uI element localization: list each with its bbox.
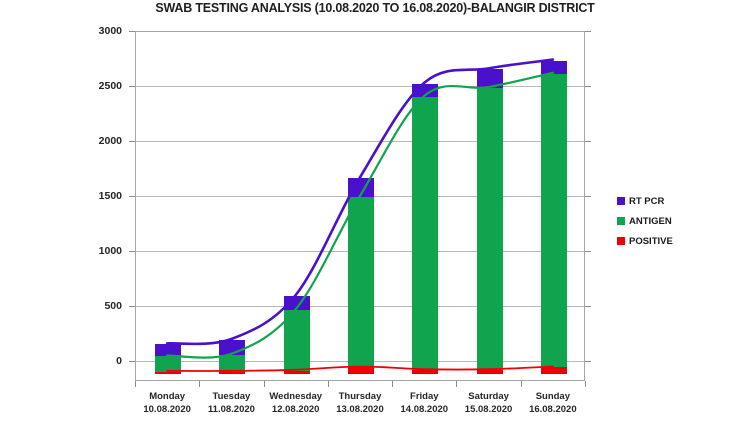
x-axis-tick-mark xyxy=(199,381,201,387)
legend-item-antigen: ANTIGEN xyxy=(617,215,673,227)
legend-item-positive: POSITIVE xyxy=(617,235,673,247)
x-axis-category-label: Sunday 16.08.2020 xyxy=(521,390,585,416)
bar-positive-segment xyxy=(348,367,374,375)
bar-positive-segment xyxy=(540,367,567,375)
bar-base-edge xyxy=(283,373,310,375)
x-label-date: 10.08.2020 xyxy=(143,404,191,415)
bar-positive-segment xyxy=(219,371,246,375)
bar-antigen-segment xyxy=(348,196,374,375)
x-axis-category-label: Friday 14.08.2020 xyxy=(392,390,456,416)
y-axis-tick-label: 2000 xyxy=(98,134,122,147)
bar-rtpcr-segment xyxy=(540,60,567,74)
positive-line xyxy=(166,365,554,372)
x-axis-category-label: Monday 10.08.2020 xyxy=(135,390,199,416)
bar-rtpcr-segment xyxy=(476,69,503,89)
bar-antigen-segment xyxy=(283,310,310,375)
y-axis-tick-label: 1000 xyxy=(98,244,122,257)
positive-swatch-icon xyxy=(617,237,625,245)
x-label-day: Saturday xyxy=(468,391,509,402)
y-axis-tick-label: 1500 xyxy=(98,189,122,202)
x-label-date: 12.08.2020 xyxy=(271,404,320,415)
legend: RT PCR ANTIGEN POSITIVE xyxy=(617,196,673,256)
bar-positive-segment xyxy=(155,371,182,375)
y-axis-tick-mark xyxy=(129,31,135,32)
y-axis-tick-mark-right xyxy=(585,140,591,142)
x-label-day: Friday xyxy=(410,391,439,402)
rtpcr-swatch-icon xyxy=(617,197,625,205)
x-axis-category-label: Saturday 15.08.2020 xyxy=(456,390,520,416)
y-axis-tick-mark xyxy=(129,140,135,142)
bar-positive-segment xyxy=(412,370,439,375)
x-axis-category-label: Thursday 13.08.2020 xyxy=(328,390,392,416)
bar-antigen-segment xyxy=(476,88,503,375)
y-axis-tick-label: 500 xyxy=(104,299,122,312)
rtpcr-line xyxy=(165,58,555,346)
bar-antigen-segment xyxy=(412,96,439,375)
x-label-day: Monday xyxy=(149,391,186,402)
series-lines-layer xyxy=(165,58,555,372)
legend-label-rtpcr: RT PCR xyxy=(629,195,665,207)
x-axis-category-label: Tuesday 11.08.2020 xyxy=(199,390,263,416)
antigen-swatch-icon xyxy=(617,217,625,225)
x-axis-tick-mark xyxy=(392,381,394,387)
y-axis-tick-mark-right xyxy=(585,305,591,307)
x-label-day: Sunday xyxy=(535,391,570,402)
x-label-date: 11.08.2020 xyxy=(207,404,255,415)
x-axis-tick-mark xyxy=(456,381,458,387)
x-label-day: Thursday xyxy=(338,391,382,402)
x-label-date: 14.08.2020 xyxy=(400,404,449,415)
bar-rtpcr-segment xyxy=(155,344,182,357)
y-axis-tick-mark-right xyxy=(585,360,591,362)
legend-item-rtpcr: RT PCR xyxy=(617,195,673,207)
x-axis-tick-mark xyxy=(327,381,329,387)
plot-area xyxy=(135,31,585,381)
legend-label-antigen: ANTIGEN xyxy=(629,215,672,227)
y-axis-tick-label: 0 xyxy=(116,354,122,367)
antigen-line xyxy=(166,71,554,359)
x-axis-tick-mark xyxy=(263,381,265,387)
bar-antigen-segment xyxy=(219,354,246,375)
bar-positive-segment xyxy=(283,370,310,375)
x-axis-category-label: Wednesday 12.08.2020 xyxy=(264,390,328,416)
bar-base-edge xyxy=(476,373,503,375)
bar-base-edge xyxy=(540,373,567,375)
y-axis-tick-label: 2500 xyxy=(98,79,122,92)
legend-label-positive: POSITIVE xyxy=(629,235,673,247)
bar-antigen-segment xyxy=(155,356,182,375)
bar-positive-segment xyxy=(476,370,503,375)
bar-antigen-segment xyxy=(540,73,567,375)
gridline-2500 xyxy=(136,86,584,88)
y-axis-tick-mark xyxy=(129,305,135,307)
y-axis-tick-mark-right xyxy=(585,31,591,32)
x-label-day: Tuesday xyxy=(212,391,251,402)
y-axis-tick-label: 3000 xyxy=(98,25,122,37)
x-label-date: 16.08.2020 xyxy=(529,404,577,415)
x-axis-tick-mark xyxy=(520,381,522,387)
bar-base-edge xyxy=(412,373,439,375)
y-axis-tick-mark xyxy=(129,195,135,197)
x-axis-tick-mark xyxy=(135,381,136,387)
y-axis-tick-mark-right xyxy=(585,85,591,87)
y-axis-tick-mark xyxy=(129,250,135,252)
bar-base-edge xyxy=(155,373,182,375)
x-label-date: 13.08.2020 xyxy=(336,404,384,415)
y-axis-tick-mark xyxy=(129,85,135,87)
x-label-day: Wednesday xyxy=(269,391,323,402)
chart-title: SWAB TESTING ANALYSIS (10.08.2020 TO 16.… xyxy=(155,1,595,15)
gridline-2000 xyxy=(136,141,584,143)
y-axis-tick-mark xyxy=(129,360,135,362)
y-axis-tick-mark-right xyxy=(585,195,591,197)
bar-base-edge xyxy=(348,373,374,375)
x-label-date: 15.08.2020 xyxy=(464,404,513,415)
y-axis-tick-mark-right xyxy=(585,250,591,252)
x-axis-tick-mark xyxy=(585,381,586,387)
bar-base-edge xyxy=(219,373,246,375)
